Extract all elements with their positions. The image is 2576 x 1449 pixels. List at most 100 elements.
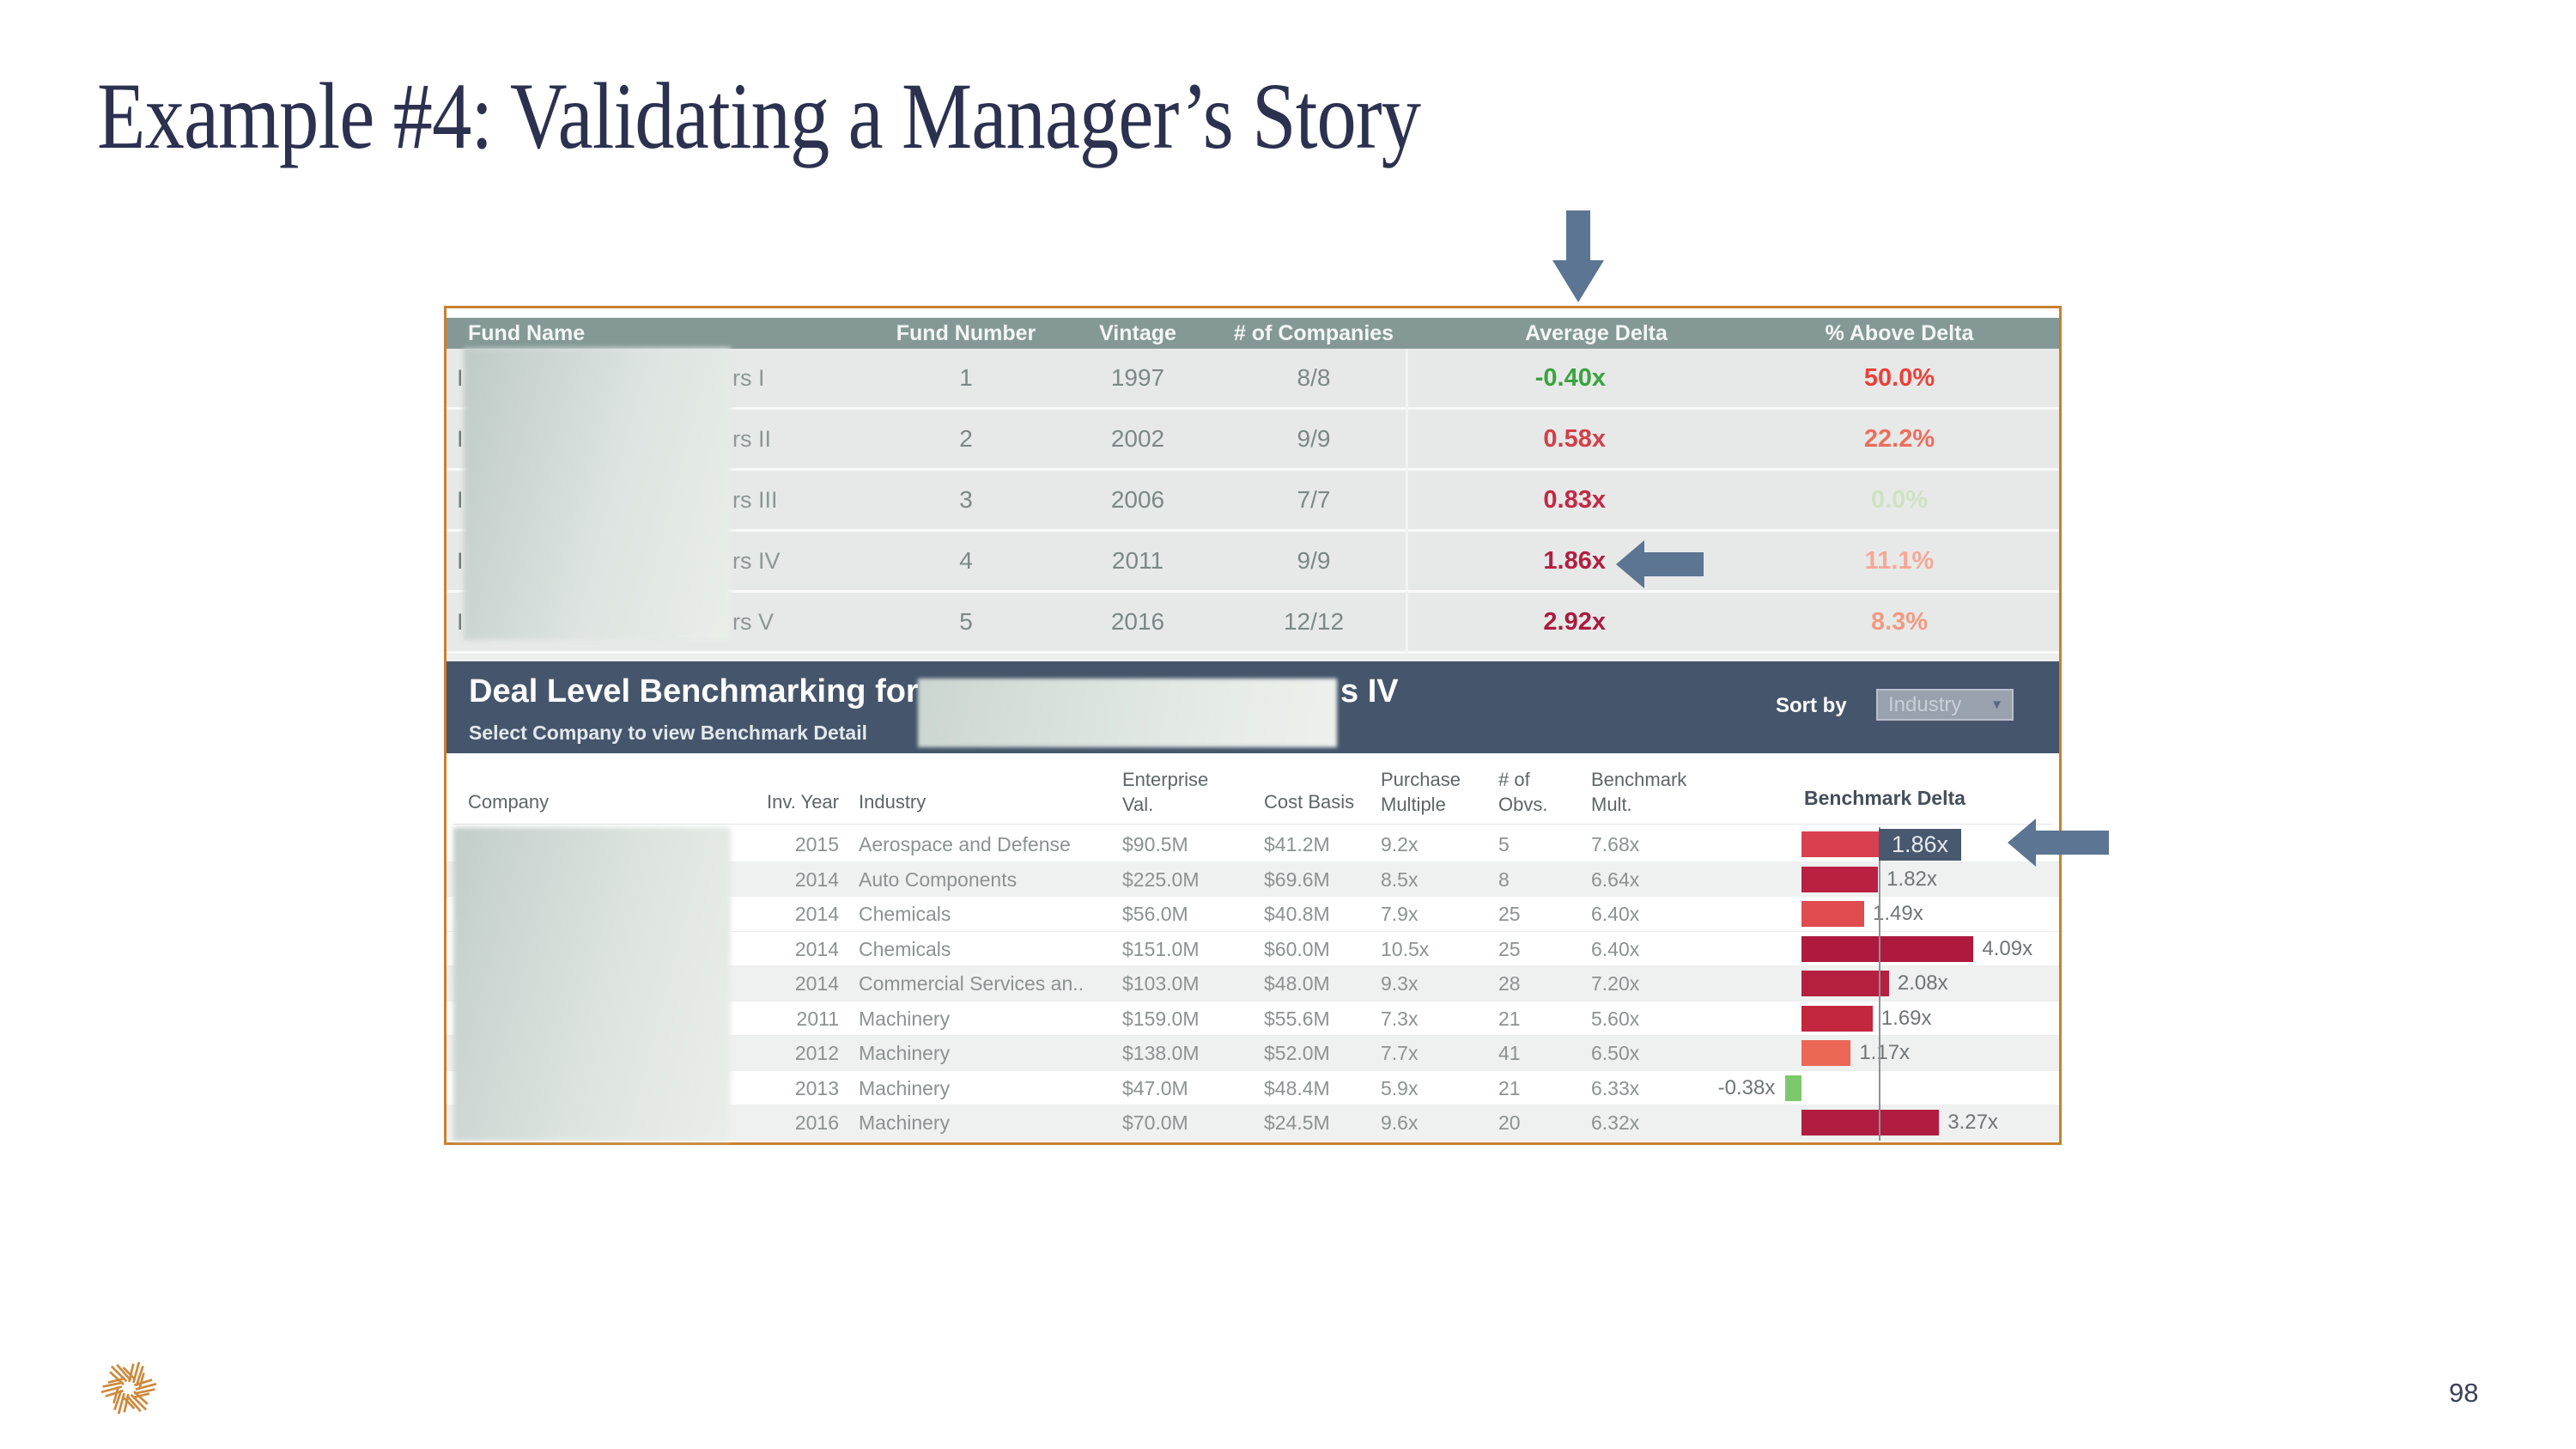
benchmark-delta-value: -0.38x <box>1717 1075 1776 1099</box>
col-header-fund-name: Fund Name <box>468 321 586 345</box>
benchmark-mult: 6.32x <box>1591 1111 1640 1134</box>
industry: Auto Components <box>859 868 1018 891</box>
pct-above-delta: 8.3% <box>1870 608 1929 636</box>
industry: Commercial Services an.. <box>859 972 1084 995</box>
col-header-company: Company <box>468 791 550 813</box>
companies: 8/8 <box>1297 364 1331 391</box>
fund-table-bottom-gap <box>447 654 2059 661</box>
benchmark-delta-bar[interactable] <box>1801 1110 1940 1135</box>
fund-name-suffix: rs IV <box>732 548 781 574</box>
deal-table-header-divider <box>453 824 2052 825</box>
cost-basis: $24.5M <box>1264 1111 1330 1134</box>
purchase-multiple: 10.5x <box>1381 937 1430 960</box>
cost-basis: $60.0M <box>1264 937 1330 960</box>
pct-above-delta: 11.1% <box>1864 547 1935 575</box>
chevron-down-icon: ▼ <box>1990 697 2003 712</box>
benchmark-delta-value: 4.09x <box>1982 936 2033 960</box>
benchmark-mult: 5.60x <box>1591 1007 1640 1030</box>
fund-name-prefix: I <box>457 487 464 513</box>
benchmark-mult: 6.40x <box>1591 903 1640 925</box>
col-header-cost-basis: Cost Basis <box>1264 791 1355 813</box>
purchase-multiple: 9.6x <box>1381 1111 1419 1134</box>
fund-table-header-row: Fund Name Fund Number Vintage # of Compa… <box>447 318 2059 349</box>
header-line: Mult. <box>1591 794 1632 815</box>
companies: 9/9 <box>1297 547 1331 574</box>
purchase-multiple: 5.9x <box>1381 1076 1419 1099</box>
average-delta: -0.40x <box>1534 364 1606 392</box>
tableau-dashboard: Fund Name Fund Number Vintage # of Compa… <box>444 306 2062 1145</box>
cost-basis: $40.8M <box>1264 903 1330 925</box>
arrow-down-shaft <box>1566 210 1590 261</box>
industry: Machinery <box>859 1007 951 1030</box>
inv-year: 2014 <box>794 972 839 995</box>
purchase-multiple: 7.3x <box>1381 1007 1419 1030</box>
industry: Machinery <box>859 1042 951 1064</box>
companies: 12/12 <box>1283 608 1345 635</box>
fund-name-suffix: rs II <box>732 426 771 452</box>
purchase-multiple: 8.5x <box>1381 868 1419 891</box>
header-line: Val. <box>1122 794 1154 815</box>
benchmark-delta-bar[interactable] <box>1801 1005 1873 1032</box>
vintage: 2002 <box>1110 425 1165 452</box>
benchmark-delta-bar[interactable] <box>1801 1040 1851 1066</box>
header-line: Enterprise <box>1122 769 1209 790</box>
inv-year: 2011 <box>796 1007 839 1030</box>
benchmark-delta-value: 1.69x <box>1880 1006 1932 1030</box>
band-title: Deal Level Benchmarking for <box>469 673 919 709</box>
band-subtitle: Select Company to view Benchmark Detail <box>469 721 867 744</box>
average-delta: 2.92x <box>1543 608 1606 636</box>
industry: Chemicals <box>859 903 951 925</box>
sort-dropdown[interactable]: Industry ▼ <box>1876 689 2014 721</box>
col-header-average-delta: Average Delta <box>1525 321 1668 345</box>
enterprise-val: $70.0M <box>1122 1111 1188 1134</box>
sort-by-label: Sort by <box>1776 694 1847 717</box>
col-header-benchmark-mult: Benchmark Mult. <box>1591 767 1686 817</box>
sort-dropdown-value: Industry <box>1888 693 1962 716</box>
header-line: Purchase <box>1381 769 1461 790</box>
vintage: 2016 <box>1110 608 1165 635</box>
arrow-left-shaft <box>2035 831 2109 855</box>
purchase-multiple: 9.3x <box>1381 972 1419 995</box>
fund-number: 2 <box>959 425 973 452</box>
inv-year: 2012 <box>794 1042 839 1064</box>
header-line: # of <box>1498 769 1530 790</box>
benchmark-mult: 6.50x <box>1591 1042 1640 1064</box>
selected-delta-tooltip[interactable]: 1.86x <box>1879 829 1961 861</box>
purchase-multiple: 9.2x <box>1381 833 1419 855</box>
band-title-redaction-block <box>918 679 1337 747</box>
header-line: Obvs. <box>1498 794 1548 815</box>
industry: Aerospace and Defense <box>859 833 1071 855</box>
arrow-left-head-icon <box>1616 540 1644 588</box>
arrow-left-shaft <box>1643 552 1704 576</box>
benchmark-delta-bar[interactable] <box>1801 831 1880 857</box>
companies: 9/9 <box>1297 425 1331 452</box>
average-delta: 1.86x <box>1543 547 1606 575</box>
inv-year: 2014 <box>794 903 839 925</box>
benchmark-delta-value: 1.49x <box>1873 902 1923 925</box>
cost-basis: $55.6M <box>1264 1007 1330 1030</box>
enterprise-val: $159.0M <box>1122 1007 1200 1030</box>
enterprise-val: $225.0M <box>1122 868 1200 891</box>
benchmark-mult: 6.64x <box>1591 868 1640 891</box>
num-obvs: 25 <box>1498 903 1521 925</box>
page-number: 98 <box>2449 1378 2479 1408</box>
benchmark-delta-bar[interactable] <box>1785 1075 1801 1101</box>
enterprise-val: $47.0M <box>1122 1076 1188 1099</box>
benchmark-delta-bar[interactable] <box>1801 935 1974 962</box>
benchmark-delta-bar[interactable] <box>1801 901 1864 927</box>
pct-above-delta: 22.2% <box>1863 425 1935 453</box>
benchmark-delta-bar[interactable] <box>1801 971 1889 996</box>
benchmark-delta-value: 3.27x <box>1947 1111 1998 1134</box>
fund-table-column-divider <box>1406 349 1408 654</box>
fund-number: 5 <box>959 608 973 635</box>
inv-year: 2014 <box>794 868 839 891</box>
col-header-fund-number: Fund Number <box>896 321 1036 345</box>
enterprise-val: $151.0M <box>1122 937 1200 960</box>
purchase-multiple: 7.9x <box>1381 903 1419 925</box>
fund-number: 1 <box>959 364 973 391</box>
pct-above-delta: 0.0% <box>1870 486 1929 514</box>
benchmark-delta-value: 2.08x <box>1897 971 1948 995</box>
benchmark-delta-bar[interactable] <box>1801 866 1879 892</box>
col-header-industry: Industry <box>859 791 927 813</box>
